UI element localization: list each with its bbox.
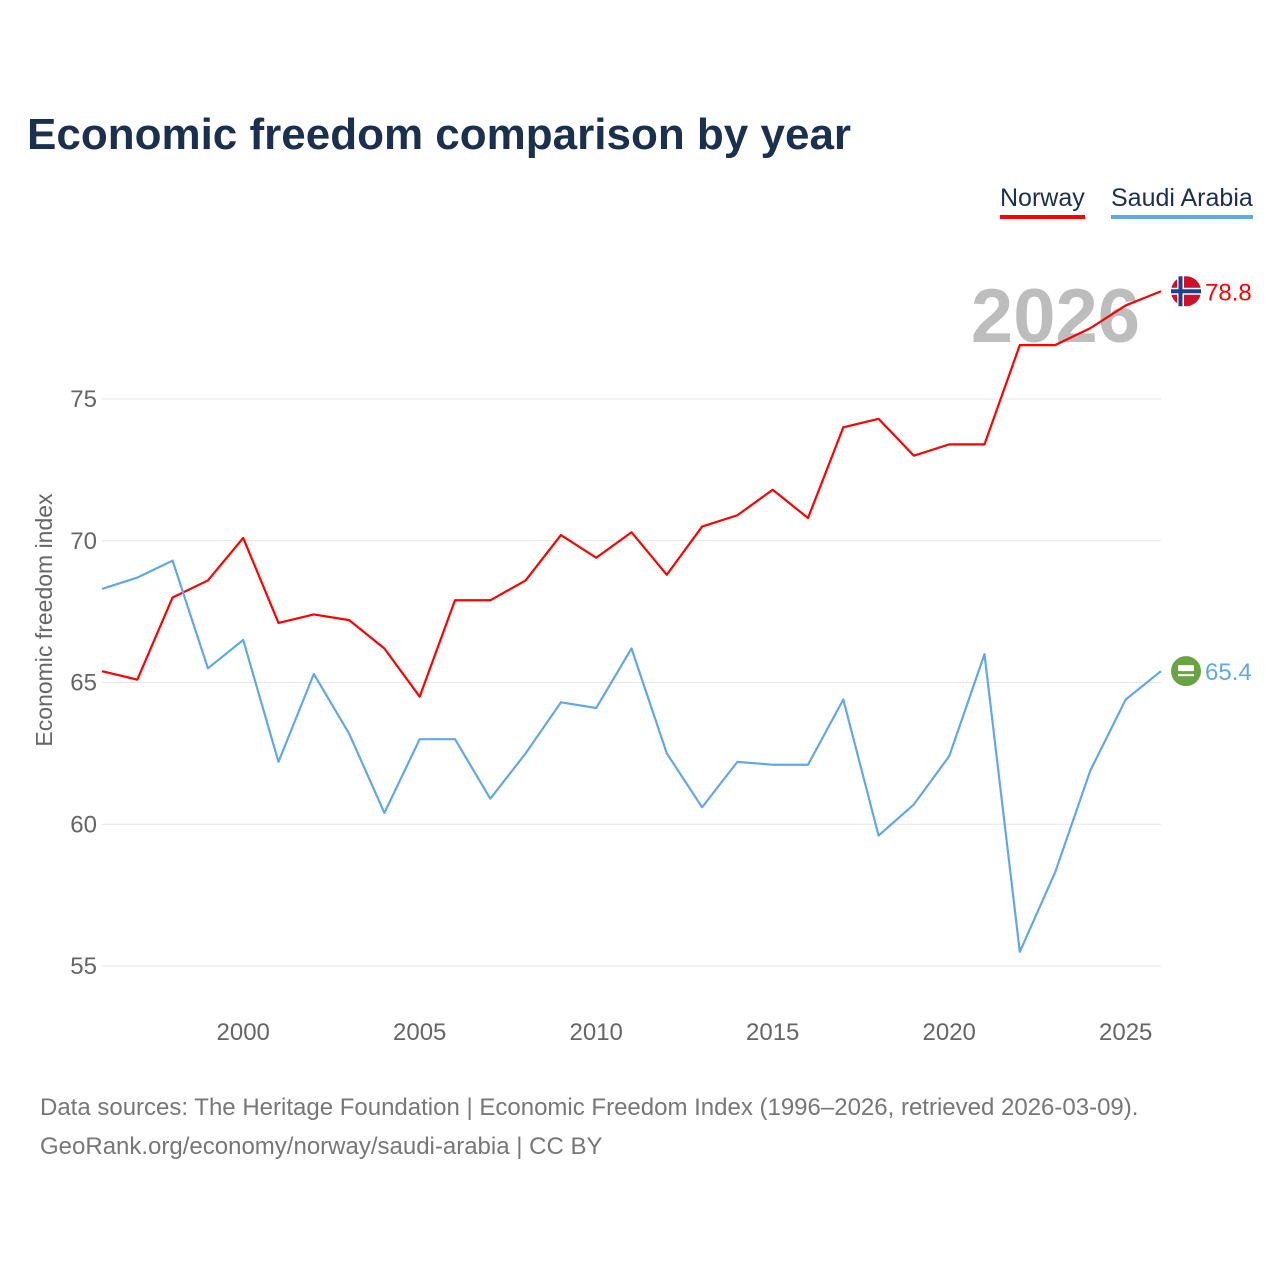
flag-sword xyxy=(1178,674,1194,677)
flag-cross xyxy=(1178,276,1183,307)
x-tick-label: 2020 xyxy=(923,1019,976,1046)
source-note: Data sources: The Heritage Foundation | … xyxy=(40,1088,1138,1166)
source-line-2: GeoRank.org/economy/norway/saudi-arabia … xyxy=(40,1133,603,1160)
x-tick-label: 2000 xyxy=(217,1019,270,1046)
y-axis-label: Economic freedom index xyxy=(31,493,57,747)
x-tick-label: 2025 xyxy=(1099,1019,1152,1046)
y-tick-label: 75 xyxy=(70,386,97,413)
y-tick-label: 55 xyxy=(70,953,97,980)
flag-script xyxy=(1178,665,1194,672)
year-watermark: 2026 xyxy=(971,274,1140,359)
y-tick-label: 70 xyxy=(70,528,97,555)
y-tick-label: 65 xyxy=(70,670,97,697)
series-line-norway xyxy=(101,290,1162,698)
source-line-1: Data sources: The Heritage Foundation | … xyxy=(40,1094,1139,1121)
flag-cross xyxy=(1171,289,1201,294)
legend-saudi-arabia[interactable]: Saudi Arabia xyxy=(1111,184,1253,219)
x-tick-label: 2015 xyxy=(746,1019,799,1046)
end-value-label: 65.4 xyxy=(1205,659,1252,686)
y-tick-label: 60 xyxy=(70,811,97,838)
x-tick-label: 2005 xyxy=(393,1019,446,1046)
end-value-label: 78.8 xyxy=(1205,279,1252,306)
x-tick-label: 2010 xyxy=(570,1019,623,1046)
series-line-saudi-arabia xyxy=(101,559,1162,953)
chart-title: Economic freedom comparison by year xyxy=(27,110,852,159)
legend-norway[interactable]: Norway xyxy=(1000,184,1085,219)
